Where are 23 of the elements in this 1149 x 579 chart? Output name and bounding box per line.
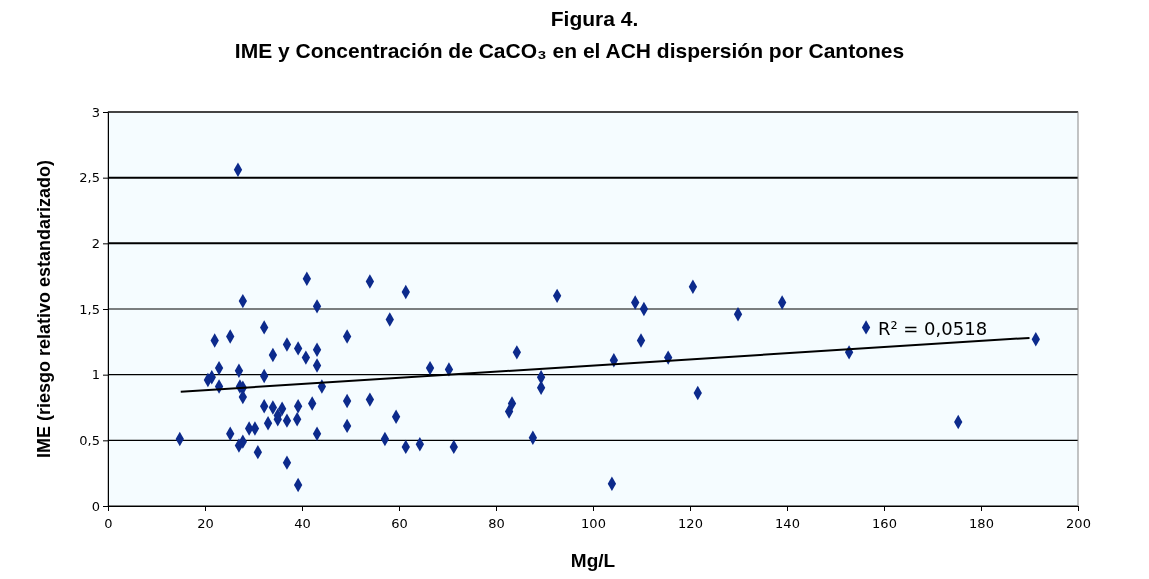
chart-title: Figura 4.: [550, 7, 639, 30]
y-tick-label: 2,5: [79, 170, 100, 186]
y-tick-label: 0: [91, 498, 100, 514]
y-tick-label: 1,5: [79, 301, 100, 317]
y-tick-label: 3: [91, 104, 100, 120]
x-tick-label: 180: [969, 516, 994, 532]
x-tick-label: 0: [104, 516, 113, 532]
y-axis-title: IME (riesgo relativo estandarizado): [34, 159, 54, 459]
annotation: R² = 0,0518: [877, 318, 988, 340]
x-tick-label: 60: [391, 516, 408, 532]
x-tick-label: 200: [1066, 516, 1091, 532]
x-tick-label: 160: [872, 516, 897, 532]
y-tick-label: 2: [91, 235, 100, 251]
x-tick-label: 100: [581, 516, 606, 532]
x-tick-label: 40: [294, 516, 311, 532]
y-tick-label: 1: [91, 367, 100, 383]
x-tick-label: 140: [775, 516, 800, 532]
y-tick-label: 0,5: [79, 432, 100, 448]
x-tick-label: 80: [488, 516, 505, 532]
x-axis-title: Mg/L: [570, 550, 616, 571]
chart-subtitle: IME y Concentración de CaCO₃ en el ACH dispersión por Cantones: [234, 39, 905, 62]
x-tick-label: 20: [197, 516, 214, 532]
x-tick-label: 120: [678, 516, 703, 532]
